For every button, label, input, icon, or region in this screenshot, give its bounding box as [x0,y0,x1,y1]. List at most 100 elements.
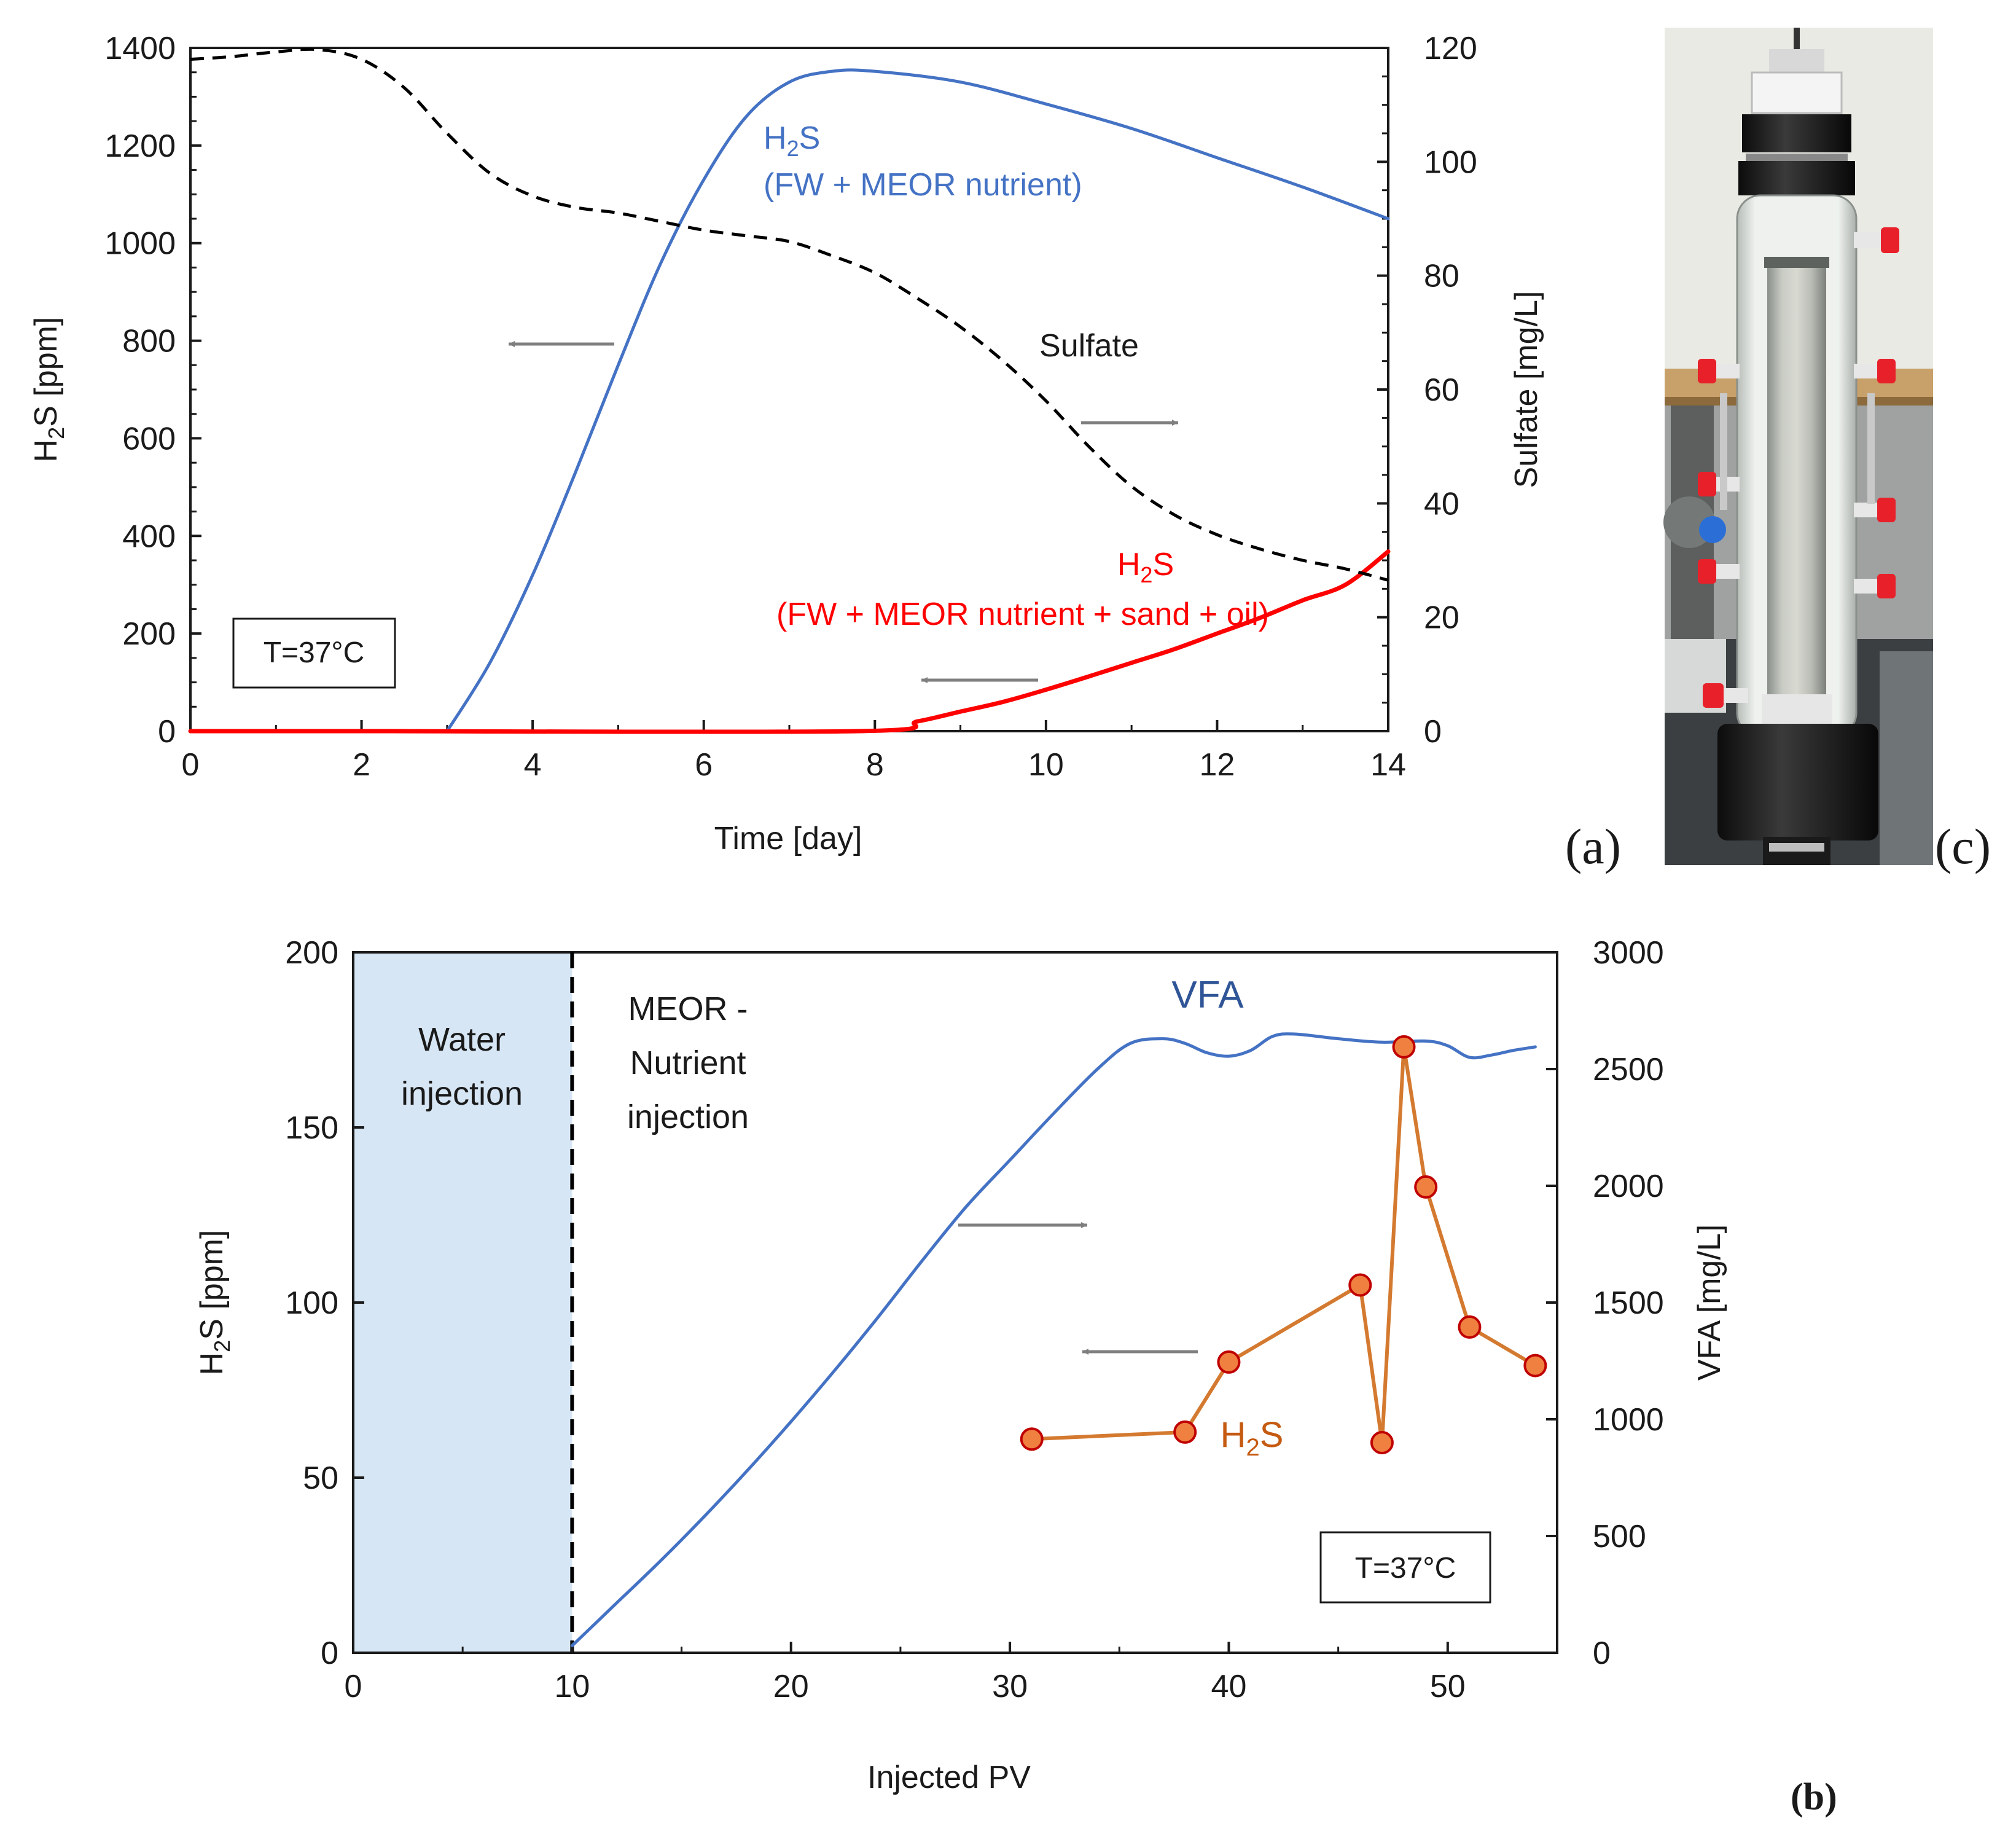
photo-tube-right [1867,393,1875,504]
chart-b-divider-label-line3: injection [627,1099,749,1135]
chart-b-water-injection-region [353,952,572,1653]
photo-top-cap [1751,71,1843,114]
chart-b-h2s-label: H2S [1221,1415,1284,1461]
chart-a-red-label-line2: (FW + MEOR nutrient + sand + oil) [776,597,1269,632]
chart-b-vfa-label: VFA [1171,974,1244,1016]
chart-a-x-axis: 0 2 4 6 8 10 12 14 [182,720,1406,783]
photo-port-cap-right-1 [1877,359,1896,383]
chart-a-x-tick-label: 14 [1370,747,1406,783]
chart-b-h2s-point [1370,1431,1394,1454]
chart-a-x-tick-label: 0 [182,747,200,783]
chart-a-left-axis: 0 200 400 600 800 1000 1200 1400 [104,31,201,750]
photo-port-right-1 [1854,364,1881,378]
chart-b-region-label-line1: Water [418,1021,506,1058]
chart-b-h2s-point [1217,1350,1241,1374]
photo-top-fitting [1769,49,1824,74]
chart-b-x-tick-label: 20 [773,1669,809,1704]
photo-port-right-2 [1854,503,1881,517]
chart-b-divider-label-line2: Nutrient [630,1044,746,1081]
photo-port-right-3 [1854,579,1881,594]
chart-a-x-tick-label: 4 [524,747,542,783]
photo-port-cap-left-2 [1698,472,1716,496]
chart-a-left-tick-label: 800 [122,324,176,359]
chart-a-right-tick-label: 60 [1424,372,1459,408]
chart-b-x-tick-label: 50 [1430,1669,1466,1704]
photo-bench-right [1880,651,1933,865]
chart-a-blue-label-line1: H2S [764,120,820,161]
photo-port-upper-right [1854,232,1885,248]
photo-port-cap-right-3 [1877,574,1896,598]
photo-port-cap-left-3 [1698,559,1716,584]
chart-a-sulfate-label: Sulfate [1039,328,1139,364]
column-photo: (c) [1663,28,1991,874]
chart-a-series-h2s-sand-oil-line [188,549,1391,734]
chart-a-series-group [188,47,1391,734]
chart-b-panel-label: (b) [1791,1776,1837,1818]
chart-a-right-tick-label: 40 [1424,486,1459,522]
photo-tube-left [1720,393,1727,510]
chart-b-right-tick-label: 3000 [1593,935,1664,971]
chart-b-x-tick-label: 10 [554,1669,590,1704]
chart-b-left-axis: 0 50 100 150 200 [285,935,364,1671]
chart-a-right-tick-label: 0 [1424,714,1442,750]
chart-b-left-tick-label: 150 [285,1110,338,1146]
chart-a-right-tick-label: 20 [1424,600,1459,636]
chart-b-right-tick-label: 1500 [1593,1285,1664,1321]
chart-b-ylabel-left: H2S [ppm] [194,1230,235,1376]
photo-inner-column [1767,258,1826,713]
chart-a-panel-label: (a) [1565,818,1621,874]
chart-a-annotation-text: T=37°C [264,637,365,669]
chart-a-right-tick-label: 100 [1424,144,1477,180]
chart-b-x-tick-label: 30 [992,1669,1028,1704]
chart-b-right-tick-label: 500 [1593,1519,1646,1554]
chart-a-x-tick-label: 10 [1028,747,1064,783]
chart-a-x-tick-label: 2 [353,747,370,783]
chart-b-x-tick-label: 40 [1211,1669,1247,1704]
photo-bottom-foot-band [1769,843,1824,852]
chart-a-x-tick-label: 6 [695,747,713,783]
chart-a-left-tick-label: 1000 [104,226,176,262]
chart-b-h2s-point [1020,1427,1044,1451]
chart-b-h2s-point [1458,1315,1482,1339]
chart-b-x-tick-label: 0 [345,1669,362,1704]
chart-a-red-label-line1: H2S [1117,547,1174,587]
chart-b: 0 50 100 150 200 0 500 1000 1500 2000 2500 3000 0 1… [194,935,1837,1818]
chart-a-left-tick-label: 0 [158,714,176,750]
chart-b-h2s-point [1173,1420,1197,1444]
chart-b-right-tick-label: 1000 [1593,1402,1664,1438]
chart-a-right-tick-label: 80 [1424,259,1459,294]
photo-port-cap-right-2 [1877,498,1896,522]
chart-b-series-h2s-line [1031,1044,1536,1444]
chart-b-right-tick-label: 2000 [1593,1169,1664,1204]
chart-a-right-axis: 0 20 40 60 80 100 120 [1377,31,1477,750]
chart-a-annotation-box [232,617,396,689]
chart-a-right-tick-label: 120 [1424,31,1477,66]
chart-b-xlabel: Injected PV [867,1760,1031,1795]
chart-a-ylabel-right: Sulfate [mg/L] [1509,291,1544,488]
chart-b-right-axis: 0 500 1000 1500 2000 2500 3000 [1546,935,1664,1671]
photo-bottom-base [1717,724,1878,841]
chart-a-series-sulfate-line [190,47,1389,582]
photo-port-left-1 [1713,364,1740,378]
photo-port-bottom-left [1721,688,1748,703]
chart-b-left-tick-label: 50 [303,1460,338,1496]
chart-a-left-tick-label: 600 [122,421,176,457]
chart-b-left-tick-label: 0 [321,1636,338,1671]
chart-b-region-label-line2: injection [401,1075,523,1112]
chart-b-annotation-text: T=37°C [1355,1552,1456,1585]
photo-port-left-3 [1713,564,1740,579]
chart-b-left-tick-label: 200 [285,935,338,971]
photo-panel-label: (c) [1935,818,1991,874]
photo-port-cap-upper-right [1881,227,1899,253]
photo-top-wire [1794,28,1800,58]
chart-b-divider-label-line1: MEOR - [628,990,748,1027]
chart-b-ylabel-right: VFA [mg/L] [1692,1225,1727,1381]
chart-a-left-tick-label: 200 [122,616,176,652]
chart-b-h2s-point [1348,1273,1372,1297]
chart-a-left-tick-label: 1400 [104,31,176,66]
chart-b-right-tick-label: 0 [1593,1636,1611,1671]
photo-port-cap-bottom-left [1703,683,1724,708]
chart-b-h2s-point [1523,1354,1547,1377]
